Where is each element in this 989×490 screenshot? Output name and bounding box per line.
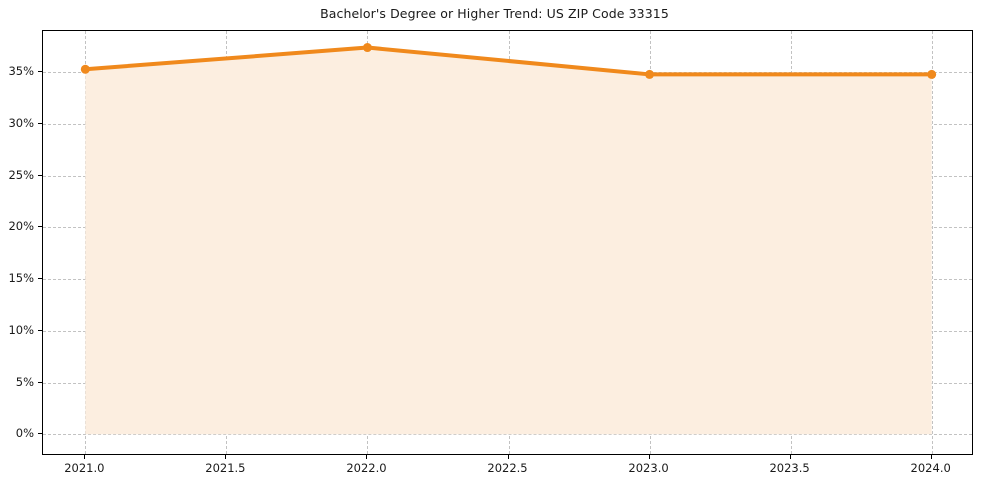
y-tick-mark xyxy=(38,71,42,73)
x-tick-label: 2022.0 xyxy=(346,461,387,475)
x-tick-mark xyxy=(930,455,932,459)
x-tick-label: 2021.0 xyxy=(64,461,105,475)
y-tick-label: 0% xyxy=(15,426,34,441)
data-point-2022 xyxy=(362,43,372,53)
y-tick-label: 35% xyxy=(8,64,34,79)
x-tick-mark xyxy=(225,455,227,459)
y-tick-mark xyxy=(38,226,42,228)
y-tick-mark xyxy=(38,278,42,280)
x-tick-label: 2023.0 xyxy=(628,461,669,475)
y-tick-label: 25% xyxy=(8,167,34,182)
plot-area xyxy=(42,30,973,455)
x-tick-label: 2022.5 xyxy=(487,461,528,475)
x-tick-mark xyxy=(789,455,791,459)
x-tick-label: 2023.5 xyxy=(769,461,810,475)
gridline-x-2024.0 xyxy=(931,31,933,454)
gridline-y-0% xyxy=(43,434,972,436)
x-tick-mark xyxy=(648,455,650,459)
y-tick-label: 10% xyxy=(8,322,34,337)
y-tick-label: 30% xyxy=(8,116,34,131)
data-point-2024 xyxy=(927,69,937,79)
area-fill xyxy=(85,47,932,435)
y-tick-label: 20% xyxy=(8,219,34,234)
y-tick-label: 15% xyxy=(8,271,34,286)
y-tick-mark xyxy=(38,381,42,383)
data-point-2021 xyxy=(80,64,90,74)
data-point-2023 xyxy=(645,69,655,79)
x-axis-tick-labels: 2021.0 2021.5 2022.0 2022.5 2023.0 2023.5 2024… xyxy=(0,461,989,481)
y-tick-mark xyxy=(38,174,42,176)
x-tick-label: 2024.0 xyxy=(910,461,951,475)
trend-line xyxy=(83,45,934,77)
x-tick-label: 2021.5 xyxy=(205,461,246,475)
y-tick-mark xyxy=(38,329,42,331)
x-tick-mark xyxy=(366,455,368,459)
y-axis-tick-labels: 0% 5% 10% 15% 20% 25% 30% 35% xyxy=(0,30,34,455)
series-svg xyxy=(80,43,937,435)
y-tick-label: 5% xyxy=(15,374,34,389)
y-tick-mark xyxy=(38,123,42,125)
chart-title: Bachelor's Degree or Higher Trend: US ZI… xyxy=(320,6,669,21)
series-layer xyxy=(43,31,972,454)
y-tick-mark xyxy=(38,433,42,435)
x-tick-mark xyxy=(507,455,509,459)
x-tick-mark xyxy=(84,455,86,459)
